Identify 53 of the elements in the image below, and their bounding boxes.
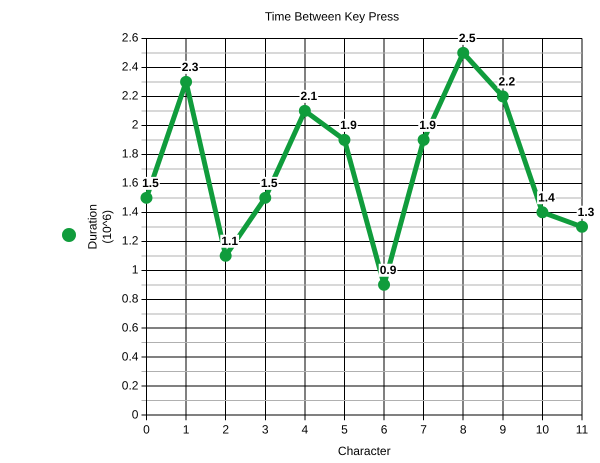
data-label: 1.3: [578, 205, 595, 220]
point: [378, 278, 390, 291]
y-tick-label: 0.6: [122, 320, 139, 335]
data-label: 2.3: [182, 60, 199, 74]
x-tick-label: 9: [499, 422, 506, 437]
x-tick-label: 7: [420, 422, 428, 437]
point: [338, 134, 350, 146]
y-tick-label: 0.8: [122, 292, 139, 306]
data-label: 1.9: [419, 118, 436, 132]
x-axis-title: Character: [338, 444, 391, 458]
x-tick-label: 5: [341, 422, 348, 437]
data-label: 0.9: [380, 263, 397, 278]
point: [457, 46, 470, 59]
y-tick-label: 2.6: [122, 30, 139, 45]
y-tick-label: 2.2: [122, 88, 139, 103]
y-tick-label: 1.4: [122, 204, 139, 219]
x-tick-label: 4: [302, 422, 309, 437]
data-label: 1.5: [260, 176, 278, 190]
point: [576, 220, 588, 233]
x-tick-label: 8: [460, 422, 467, 437]
point: [259, 192, 272, 204]
data-label: 1.9: [340, 118, 358, 132]
point: [496, 90, 509, 102]
x-tick-label: 11: [576, 422, 589, 437]
x-tick-label: 2: [222, 422, 230, 437]
y-tick-label: 0: [132, 408, 139, 422]
y-tick-label: 1.2: [122, 234, 139, 248]
y-tick-label: 1.8: [122, 146, 139, 161]
chart-title: Time Between Key Press: [264, 10, 400, 24]
point: [140, 192, 152, 204]
x-tick-label: 6: [380, 422, 388, 437]
y-tick-label: 0.4: [122, 350, 139, 364]
data-label: 2.5: [458, 31, 476, 46]
y-tick-label: 1.6: [122, 176, 139, 190]
y-axis-title: Duration (10^6): [86, 204, 114, 250]
y-tick-label: 1: [132, 262, 139, 277]
data-label: 2.2: [498, 74, 516, 89]
point: [298, 104, 311, 117]
data-label: 1.1: [221, 234, 238, 248]
x-tick-label: 10: [536, 422, 550, 437]
point: [220, 250, 232, 262]
point: [418, 134, 430, 146]
data-label: 2.1: [300, 89, 318, 104]
data-label: 1.4: [538, 190, 556, 205]
point: [180, 76, 192, 88]
x-tick-label: 3: [262, 422, 269, 437]
y-tick-label: 2.4: [122, 60, 139, 74]
data-label: 1.5: [142, 176, 160, 190]
x-tick-label: 1: [182, 422, 190, 437]
point: [536, 206, 548, 218]
y-tick-label: 2: [132, 118, 139, 132]
x-tick-label: 0: [143, 422, 150, 437]
y-tick-label: 0.2: [122, 378, 139, 393]
